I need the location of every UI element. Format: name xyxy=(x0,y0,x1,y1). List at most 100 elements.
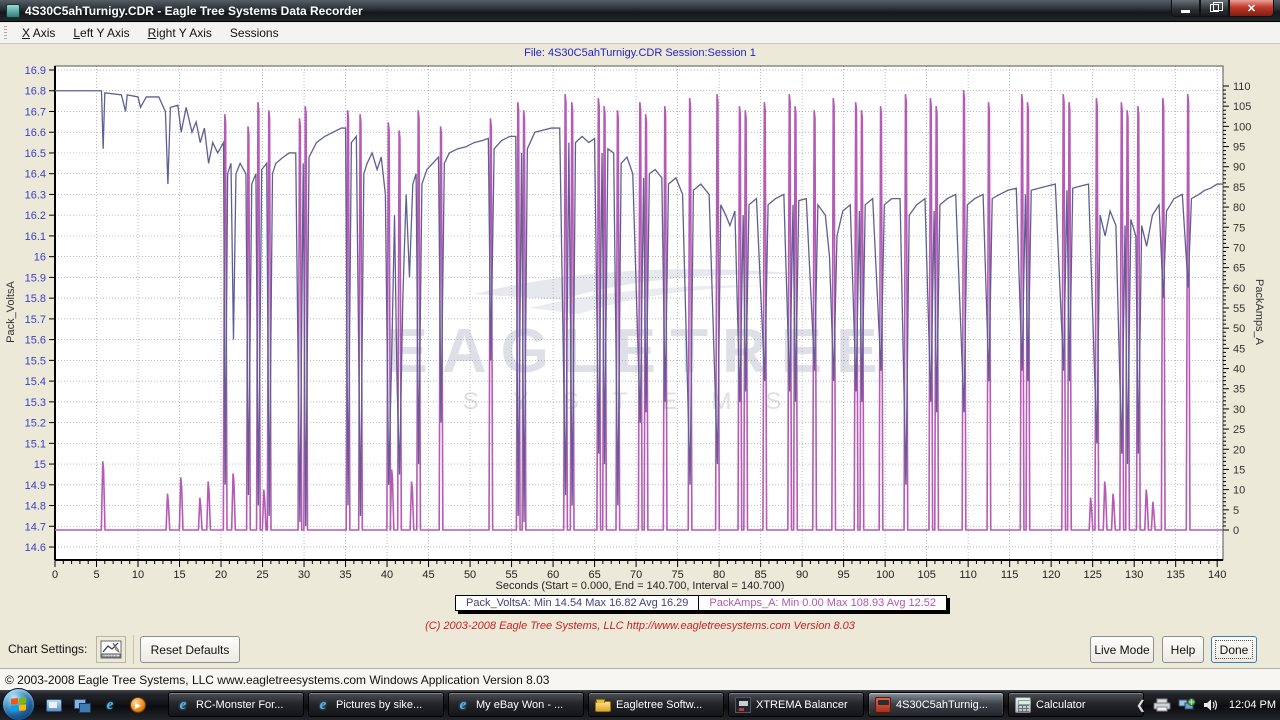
calculator-icon xyxy=(1015,696,1031,713)
right-tick-label: 35 xyxy=(1233,384,1245,396)
taskbar-button-label: Calculator xyxy=(1036,698,1086,711)
minimize-button[interactable] xyxy=(1171,0,1200,17)
left-tick-label: 15.4 xyxy=(25,376,46,388)
live-mode-button[interactable]: Live Mode xyxy=(1090,636,1154,663)
right-tick-label: 70 xyxy=(1233,242,1245,254)
media-player-icon[interactable]: ▶ xyxy=(128,695,148,715)
x-tick-label: 15 xyxy=(173,569,185,581)
x-tick-label: 90 xyxy=(796,569,808,581)
left-tick-label: 16.1 xyxy=(25,231,46,243)
right-tick-label: 65 xyxy=(1233,263,1245,275)
taskbar-button-my-ebay-won[interactable]: e My eBay Won - ... xyxy=(448,692,584,717)
taskbar-button-4s30c5ahturnig[interactable]: 4S30C5ahTurnig... xyxy=(868,692,1004,717)
left-tick-label: 15.1 xyxy=(25,438,46,450)
reset-defaults-button[interactable]: Reset Defaults xyxy=(140,636,240,663)
x-tick-label: 25 xyxy=(256,569,268,581)
taskbar-button-label: 4S30C5ahTurnig... xyxy=(896,698,988,711)
start-button[interactable] xyxy=(2,688,35,720)
done-button[interactable]: Done xyxy=(1211,636,1257,663)
right-tick-label: 80 xyxy=(1233,202,1245,214)
internet-explorer-icon[interactable]: e xyxy=(106,697,114,713)
left-tick-label: 15.3 xyxy=(25,397,46,409)
left-tick-label: 15 xyxy=(34,459,46,471)
title-bar: 4S30C5ahTurnigy.CDR - Eagle Tree Systems… xyxy=(0,0,1280,22)
taskbar-button-eagletree-softw[interactable]: Eagletree Softw... xyxy=(588,692,724,717)
minimize-icon xyxy=(1181,9,1190,13)
x-tick-label: 75 xyxy=(671,569,683,581)
chart-settings-label: Chart Settings: xyxy=(8,642,88,656)
x-tick-label: 55 xyxy=(505,569,517,581)
x-tick-label: 80 xyxy=(713,569,725,581)
status-text: © 2003-2008 Eagle Tree Systems, LLC www.… xyxy=(5,672,550,687)
right-tick-label: 20 xyxy=(1233,444,1245,456)
chart-plot: 16.9 16.8 16.7 16.6 16.5 16.4 16.3 16.2 16.1 16 15… xyxy=(25,65,1252,581)
taskbar-button-label: My eBay Won - ... xyxy=(476,698,564,711)
app-dark-icon xyxy=(735,696,751,713)
x-tick-label: 100 xyxy=(876,569,894,581)
show-desktop-icon[interactable] xyxy=(44,695,64,715)
x-tick-label: 60 xyxy=(547,569,559,581)
taskbar-button-pictures-by-sike[interactable]: e Pictures by sike... xyxy=(308,692,444,717)
x-tick-label: 10 xyxy=(132,569,144,581)
x-tick-label: 105 xyxy=(917,569,935,581)
left-tick-label: 15.5 xyxy=(25,355,46,367)
menu-sessions[interactable]: Sessions xyxy=(229,26,279,40)
amps-stats: PackAmps_A: Min 0.00 Max 108.93 Avg 12.5… xyxy=(699,596,947,610)
chart-settings-button[interactable] xyxy=(96,636,126,663)
right-tick-label: 75 xyxy=(1233,222,1245,234)
left-tick-label: 14.8 xyxy=(25,501,46,513)
right-tick-label: 0 xyxy=(1233,525,1239,537)
menu-x-axis[interactable]: X Axis xyxy=(22,26,56,40)
x-tick-label: 95 xyxy=(838,569,850,581)
status-bar: © 2003-2008 Eagle Tree Systems, LLC www.… xyxy=(0,668,1280,690)
window-title: 4S30C5ahTurnigy.CDR - Eagle Tree Systems… xyxy=(25,3,363,18)
x-tick-label: 140 xyxy=(1208,569,1226,581)
left-tick-label: 16.2 xyxy=(25,210,46,222)
taskbar-button-rc-monster-for[interactable]: e RC-Monster For... xyxy=(168,692,304,717)
left-tick-label: 15.7 xyxy=(25,314,46,326)
right-tick-label: 55 xyxy=(1233,303,1245,315)
volts-stats: Pack_VoltsA: Min 14.54 Max 16.82 Avg 16.… xyxy=(456,596,700,610)
right-tick-label: 110 xyxy=(1233,81,1251,93)
windows-logo-icon xyxy=(11,697,26,712)
taskbar-clock[interactable]: 12:04 PM xyxy=(1228,699,1276,711)
x-tick-label: 130 xyxy=(1125,569,1143,581)
recorder-icon xyxy=(875,696,891,713)
restore-button[interactable] xyxy=(1200,0,1229,17)
left-tick-label: 14.6 xyxy=(25,542,46,554)
chart-copyright: (C) 2003-2008 Eagle Tree Systems, LLC ht… xyxy=(425,620,855,632)
switch-windows-icon[interactable] xyxy=(72,695,92,715)
left-axis-title: Pack_VoltsA xyxy=(5,281,17,343)
network-icon[interactable] xyxy=(1178,698,1196,712)
taskbar-button-label: XTREMA Balancer xyxy=(756,698,848,711)
menu-right-y-axis[interactable]: Right Y Axis xyxy=(147,26,212,40)
left-tick-label: 16 xyxy=(34,252,46,264)
tray-expand-icon[interactable]: ❮ xyxy=(1135,698,1146,712)
volume-icon[interactable] xyxy=(1203,698,1219,712)
left-tick-label: 15.6 xyxy=(25,335,46,347)
chart-file-header: File: 4S30C5ahTurnigy.CDR Session:Sessio… xyxy=(524,47,756,59)
ie-icon: e xyxy=(319,696,327,713)
taskbar-button-xtrema-balancer[interactable]: XTREMA Balancer xyxy=(728,692,864,717)
close-button[interactable]: ✕ xyxy=(1229,0,1274,17)
x-tick-label: 0 xyxy=(52,569,58,581)
right-tick-label: 95 xyxy=(1233,142,1245,154)
x-tick-label: 120 xyxy=(1042,569,1060,581)
system-tray: ❮ 12:04 PM xyxy=(1136,690,1276,720)
menu-bar: X Axis Left Y Axis Right Y Axis Sessions xyxy=(0,23,1280,44)
app-icon xyxy=(6,3,20,18)
taskbar-button-label: RC-Monster For... xyxy=(196,698,284,711)
printer-icon[interactable] xyxy=(1153,698,1171,712)
taskbar-button-label: Pictures by sike... xyxy=(336,698,423,711)
control-bar: Chart Settings: Reset Defaults Live Mode… xyxy=(0,632,1280,668)
taskbar-button-calculator[interactable]: Calculator xyxy=(1008,692,1144,717)
x-tick-label: 30 xyxy=(298,569,310,581)
left-tick-label: 15.8 xyxy=(25,293,46,305)
left-tick-label: 15.9 xyxy=(25,272,46,284)
help-button[interactable]: Help xyxy=(1162,636,1204,663)
right-tick-label: 85 xyxy=(1233,182,1245,194)
menu-left-y-axis[interactable]: Left Y Axis xyxy=(73,26,130,40)
right-tick-label: 25 xyxy=(1233,424,1245,436)
left-tick-label: 16.8 xyxy=(25,86,46,98)
